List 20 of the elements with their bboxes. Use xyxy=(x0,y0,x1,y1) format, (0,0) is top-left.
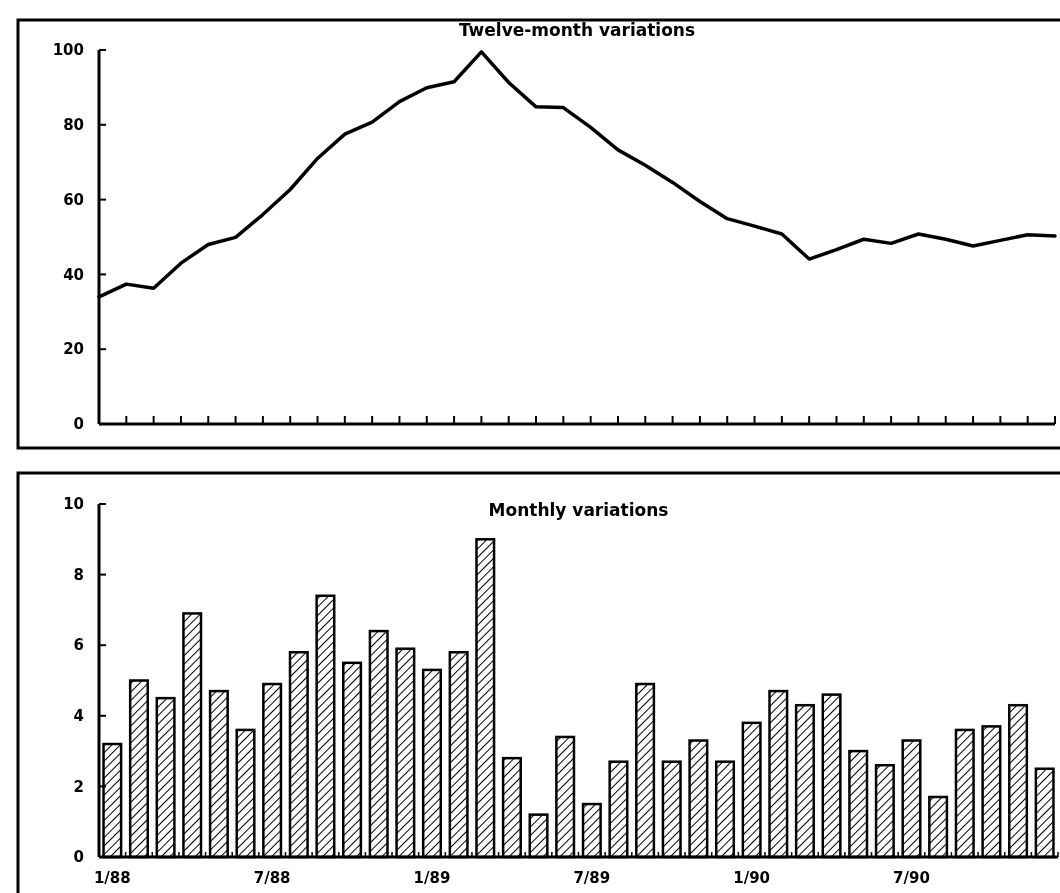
y-tick-label: 2 xyxy=(73,777,84,796)
y-tick-label: 20 xyxy=(63,340,84,359)
chart-title: Twelve-month variations xyxy=(458,20,696,40)
x-tick-label: 7/88 xyxy=(253,869,291,887)
y-tick-label: 40 xyxy=(63,265,84,284)
y-tick-label: 10 xyxy=(63,495,84,514)
x-tick-label: 7/89 xyxy=(573,869,611,887)
y-tick-label: 6 xyxy=(73,636,84,655)
y-tick-label: 80 xyxy=(63,116,84,135)
y-tick-label: 4 xyxy=(73,707,84,726)
y-tick-label: 8 xyxy=(73,565,84,584)
x-tick-label: 1/90 xyxy=(733,869,771,887)
y-tick-label: 0 xyxy=(73,415,84,434)
x-tick-label: 7/90 xyxy=(893,869,930,887)
x-tick-label: 1/89 xyxy=(413,869,451,887)
y-tick-label: 0 xyxy=(73,848,84,867)
x-tick-label: 1/88 xyxy=(93,869,131,887)
chart-title: Monthly variations xyxy=(488,500,669,520)
y-tick-label: 100 xyxy=(52,41,84,60)
y-tick-label: 60 xyxy=(63,190,84,209)
